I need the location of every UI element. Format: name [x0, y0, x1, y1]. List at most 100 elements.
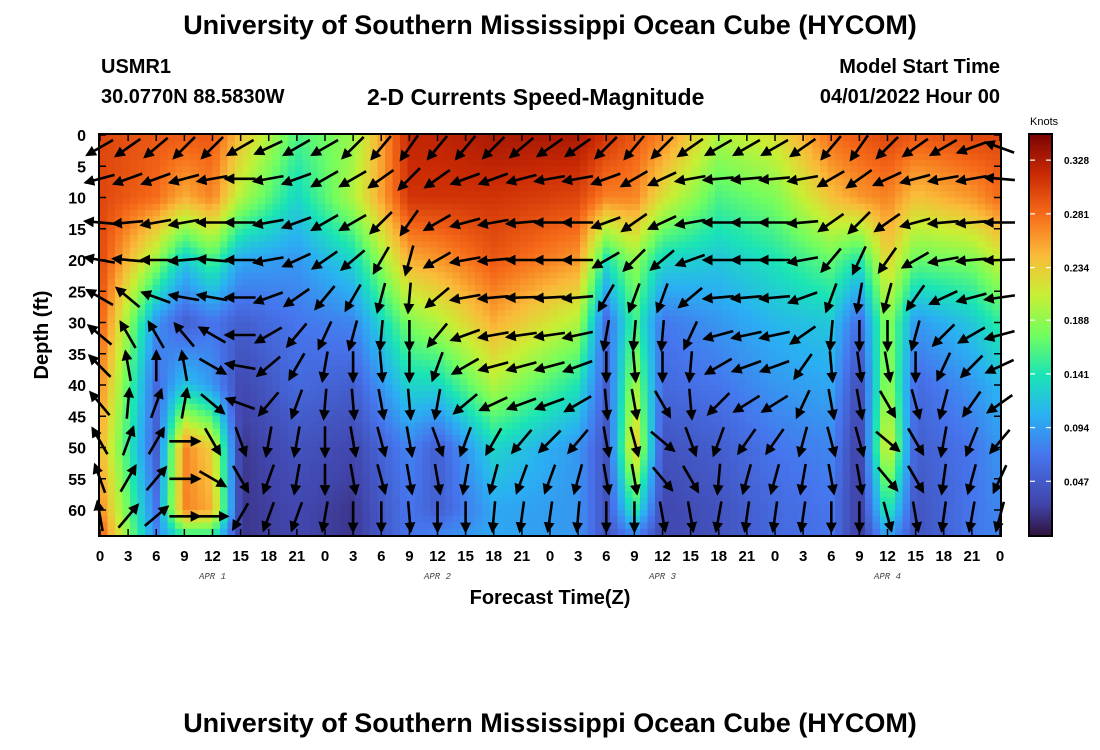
heatmap-cell — [415, 497, 424, 505]
heatmap-cell — [670, 203, 679, 211]
heatmap-cell — [452, 253, 461, 261]
heatmap-cell — [160, 366, 169, 374]
heatmap-cell — [520, 178, 529, 186]
heatmap-cell — [302, 353, 311, 361]
heatmap-cell — [190, 453, 199, 461]
heatmap-cell — [572, 328, 581, 336]
heatmap-cell — [167, 466, 176, 474]
heatmap-cell — [370, 253, 379, 261]
heatmap-cell — [535, 247, 544, 255]
heatmap-cell — [602, 160, 611, 167]
heatmap-cell — [167, 235, 176, 242]
heatmap-cell — [287, 497, 296, 505]
heatmap-cell — [647, 166, 656, 174]
heatmap-cell — [205, 316, 214, 324]
heatmap-cell — [437, 160, 446, 167]
heatmap-cell — [370, 385, 379, 392]
heatmap-cell — [535, 322, 544, 330]
heatmap-cell — [670, 397, 679, 405]
heatmap-cell — [175, 366, 184, 374]
heatmap-cell — [587, 278, 596, 286]
heatmap-cell — [107, 441, 116, 449]
heatmap-cell — [242, 147, 251, 155]
heatmap-cell — [377, 172, 386, 180]
heatmap-cell — [235, 178, 244, 186]
heatmap-cell — [565, 485, 574, 492]
heatmap-cell — [520, 485, 529, 492]
heatmap-cell — [482, 303, 491, 311]
heatmap-cell — [152, 403, 161, 411]
heatmap-cell — [115, 260, 124, 267]
heatmap-cell — [205, 441, 214, 449]
heatmap-cell — [505, 435, 514, 442]
heatmap-cell — [182, 435, 191, 442]
heatmap-cell — [385, 285, 394, 292]
heatmap-cell — [115, 372, 124, 380]
heatmap-cell — [100, 178, 109, 186]
heatmap-cell — [580, 147, 589, 155]
heatmap-cell — [520, 403, 529, 411]
heatmap-cell — [332, 303, 341, 311]
heatmap-cell — [302, 522, 311, 530]
heatmap-cell — [422, 210, 431, 217]
heatmap-cell — [670, 353, 679, 361]
heatmap-cell — [265, 285, 274, 292]
heatmap-cell — [407, 153, 416, 161]
heatmap-cell — [452, 522, 461, 530]
heatmap-cell — [602, 222, 611, 230]
heatmap-cell — [257, 466, 266, 474]
heatmap-cell — [265, 491, 274, 499]
heatmap-cell — [610, 510, 619, 517]
heatmap-cell — [347, 228, 356, 236]
heatmap-cell — [520, 335, 529, 342]
heatmap-cell — [617, 197, 626, 205]
heatmap-cell — [287, 353, 296, 361]
heatmap-cell — [482, 172, 491, 180]
heatmap-cell — [257, 316, 266, 324]
heatmap-cell — [227, 353, 236, 361]
heatmap-cell — [400, 160, 409, 167]
heatmap-cell — [542, 178, 551, 186]
heatmap-cell — [400, 460, 409, 467]
heatmap-cell — [205, 497, 214, 505]
heatmap-cell — [362, 260, 371, 267]
heatmap-cell — [497, 160, 506, 167]
heatmap-cell — [542, 191, 551, 199]
heatmap-cell — [122, 522, 131, 530]
heatmap-cell — [565, 285, 574, 292]
heatmap-cell — [182, 485, 191, 492]
heatmap-cell — [550, 422, 559, 430]
heatmap-cell — [595, 197, 604, 205]
heatmap-cell — [227, 241, 236, 249]
heatmap-cell — [242, 497, 251, 505]
station-id: USMR1 — [101, 56, 172, 78]
heatmap-cell — [377, 497, 386, 505]
heatmap-cell — [385, 203, 394, 211]
heatmap-cell — [137, 391, 146, 399]
heatmap-cell — [557, 528, 566, 536]
heatmap-cell — [400, 410, 409, 417]
heatmap-cell — [662, 360, 671, 367]
heatmap-cell — [257, 416, 266, 424]
heatmap-cell — [152, 141, 161, 149]
heatmap-cell — [467, 147, 476, 155]
heatmap-cell — [242, 160, 251, 167]
heatmap-cell — [362, 172, 371, 180]
heatmap-cell — [670, 335, 679, 342]
heatmap-cell — [670, 235, 679, 242]
heatmap-cell — [640, 147, 649, 155]
heatmap-cell — [460, 285, 469, 292]
heatmap-cell — [482, 360, 491, 367]
heatmap-cell — [385, 147, 394, 155]
heatmap-cell — [407, 497, 416, 505]
heatmap-cell — [655, 316, 664, 324]
heatmap-cell — [632, 272, 641, 280]
heatmap-cell — [250, 303, 259, 311]
heatmap-cell — [632, 297, 641, 305]
heatmap-cell — [670, 522, 679, 530]
heatmap-cell — [235, 185, 244, 192]
heatmap-cell — [310, 322, 319, 330]
heatmap-cell — [220, 166, 229, 174]
heatmap-cell — [640, 166, 649, 174]
heatmap-cell — [617, 235, 626, 242]
